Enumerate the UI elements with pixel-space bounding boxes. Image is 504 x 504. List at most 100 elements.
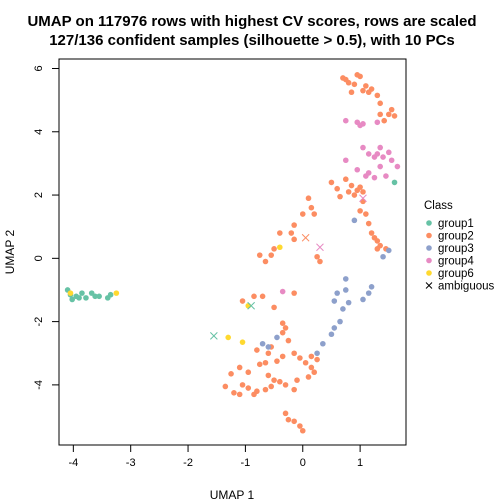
group6-point — [113, 290, 120, 296]
group2-point — [254, 347, 260, 353]
group2-point — [294, 377, 300, 383]
group3-point — [337, 318, 343, 325]
group2-point — [374, 238, 381, 244]
group3-point — [340, 306, 346, 312]
group2-point — [279, 353, 286, 360]
y-tick-label-2: 0 — [33, 255, 45, 261]
legend-label-group6: group6 — [438, 268, 474, 280]
group6-point — [67, 290, 74, 296]
group2-point — [374, 246, 381, 252]
group3-point — [331, 298, 338, 304]
y-tick-label-4: 4 — [33, 129, 45, 135]
group3-point — [368, 284, 375, 290]
group2-point — [311, 369, 318, 376]
x-tick-label-4: 0 — [300, 457, 306, 469]
group2-point — [297, 355, 303, 361]
legend-label-group1: group1 — [438, 218, 474, 230]
group3-point — [334, 290, 340, 296]
group2-point — [282, 382, 289, 388]
group2-point — [305, 374, 312, 380]
group4-point — [374, 119, 381, 126]
group2-point — [239, 298, 246, 304]
ambiguous-point — [210, 331, 218, 340]
group2-point — [368, 86, 375, 92]
group2-point — [299, 211, 306, 217]
group4-point — [354, 166, 361, 173]
group4-point — [394, 163, 401, 170]
group2-point — [363, 211, 369, 217]
group2-point — [314, 253, 320, 260]
group4-point — [360, 144, 366, 151]
legend-marker-group6 — [426, 270, 432, 276]
group2-point — [334, 185, 340, 192]
ambiguous-point — [316, 243, 324, 252]
group2-point — [288, 230, 295, 236]
group2-point — [381, 117, 388, 124]
group2-point — [291, 290, 297, 296]
legend-label-group4: group4 — [438, 256, 474, 268]
group2-point — [279, 320, 286, 326]
group2-point — [357, 208, 363, 214]
group4-point — [279, 288, 286, 295]
group2-point — [285, 416, 292, 423]
legend-label-ambiguous: ambiguous — [438, 281, 495, 293]
group2-point — [314, 356, 320, 363]
x-tick-label-2: -2 — [183, 457, 193, 469]
group2-point — [251, 391, 257, 398]
group3-point — [342, 276, 349, 282]
group3-point — [360, 296, 366, 303]
group2-point — [328, 179, 335, 186]
group3-point — [328, 331, 335, 338]
ambiguous-point — [359, 194, 367, 203]
y-tick-label-3: 2 — [33, 192, 45, 198]
group2-point — [271, 304, 277, 311]
group2-point — [345, 189, 352, 195]
group2-point — [311, 211, 318, 217]
group2-point — [285, 337, 292, 344]
group2-point — [348, 182, 355, 189]
group2-point — [357, 184, 363, 190]
group2-point — [245, 385, 252, 391]
group3-point — [380, 253, 386, 260]
group2-point — [337, 193, 343, 200]
group4-point — [371, 174, 378, 181]
ambiguous-point — [247, 301, 255, 310]
chart-title-line-1: UMAP on 117976 rows with highest CV scor… — [27, 13, 476, 30]
x-tick-label-3: -1 — [241, 457, 251, 469]
group2-point — [297, 423, 303, 429]
group3-point — [265, 344, 272, 350]
group2-point — [262, 359, 269, 366]
group2-point — [262, 386, 269, 393]
x-axis-label: UMAP 1 — [210, 488, 255, 502]
group2-point — [291, 418, 297, 425]
group2-point — [360, 189, 366, 195]
group2-point — [228, 371, 234, 377]
group1-point — [107, 291, 114, 298]
group1-point — [76, 295, 82, 301]
group2-point — [265, 372, 272, 379]
group2-point — [268, 383, 275, 390]
group2-point — [265, 350, 272, 357]
group2-point — [360, 198, 366, 205]
group4-point — [342, 157, 349, 164]
group2-point — [365, 220, 372, 227]
group2-point — [277, 378, 283, 385]
plot-area-border — [58, 58, 407, 446]
group6-point — [277, 244, 283, 251]
legend-marker-ambiguous — [425, 282, 433, 289]
group2-point — [277, 230, 283, 236]
group3-point — [365, 290, 372, 296]
group3-point — [274, 334, 280, 341]
group2-point — [271, 246, 277, 252]
group2-point — [388, 106, 395, 113]
group6-point — [245, 302, 252, 309]
group2-point — [274, 358, 280, 364]
group2-point — [351, 192, 358, 198]
group2-point — [317, 258, 323, 265]
group2-point — [222, 383, 229, 390]
group4-point — [388, 157, 395, 164]
group2-point — [305, 195, 312, 202]
group2-point — [262, 258, 269, 265]
group2-point — [236, 364, 243, 371]
